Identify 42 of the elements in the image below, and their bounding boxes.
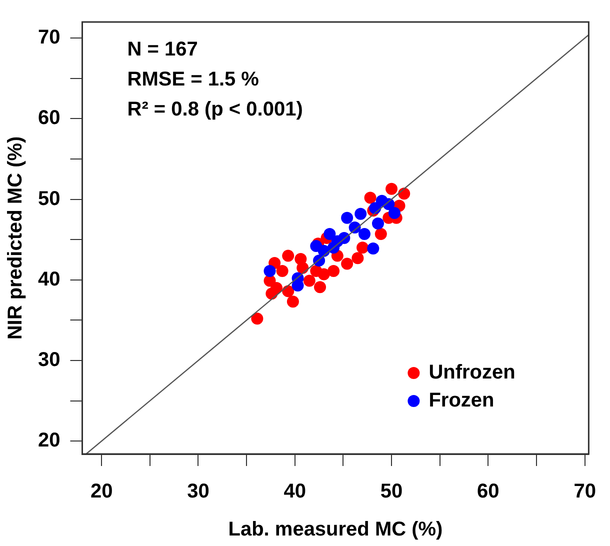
x-tick-label: 60 [477,480,500,503]
point [286,296,299,308]
point [358,228,370,240]
y-tick-label: 40 [38,268,60,290]
point [386,182,398,195]
point [354,208,367,220]
x-tick-label: 50 [380,480,403,503]
annotation: R² = 0.8 (p < 0.001) [127,98,303,121]
point [276,265,288,278]
point [367,242,380,254]
point [314,281,326,294]
point [341,212,354,224]
y-axis-title: NIR predicted MC (%) [4,136,27,340]
point [376,194,388,207]
y-tick-label: 70 [38,26,60,49]
point [303,274,316,287]
point [356,242,369,254]
x-tick-label: 70 [574,480,596,503]
legend-label: Unfrozen [428,362,516,384]
y-tick-label: 30 [38,349,60,372]
legend-label: Frozen [428,390,494,412]
point [372,217,384,230]
point [341,258,354,270]
point [251,312,264,325]
y-tick-label: 20 [38,430,60,452]
x-tick-label: 40 [284,480,306,503]
annotation: N = 167 [127,38,198,61]
y-tick-label: 50 [38,188,60,210]
y-tick-label: 60 [38,107,60,130]
point [328,265,340,278]
point [388,207,400,220]
annotation: RMSE = 1.5 % [127,68,260,91]
point [310,265,322,278]
x-axis-title: Lab. measured MC (%) [228,518,443,541]
x-tick-label: 30 [187,480,210,503]
point [374,228,387,240]
point [282,250,294,262]
point [364,192,376,204]
point [264,265,276,278]
point [352,252,364,264]
point [324,228,336,240]
x-tick-label: 20 [90,480,113,503]
